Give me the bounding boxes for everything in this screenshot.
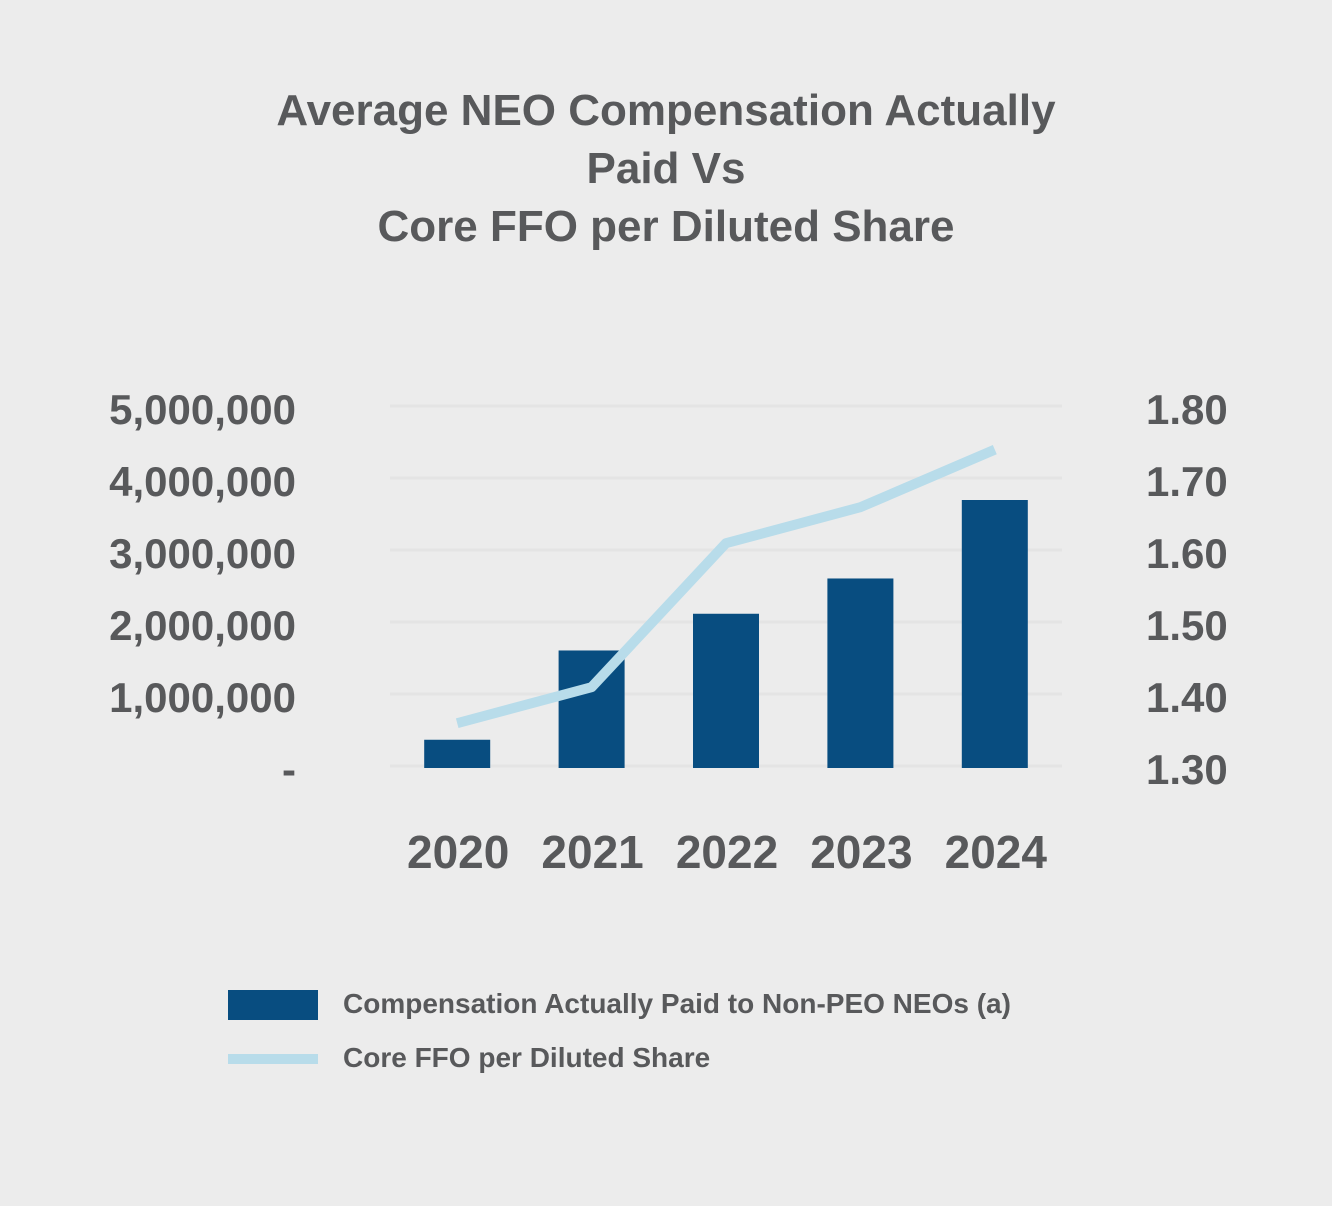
combo-chart: - 1,000,000 2,000,000 3,000,000 4,000,000 5,0… [109,386,1228,878]
left-tick-label: 2,000,000 [109,602,296,649]
right-tick-label: 1.80 [1146,386,1228,433]
x-tick-label: 2024 [945,826,1048,878]
line-series [455,445,997,729]
chart-title-line-1: Average NEO Compensation Actually [276,86,1056,135]
right-tick-label: 1.50 [1146,602,1228,649]
bar-2022[interactable] [693,613,759,768]
right-tick-label: 1.60 [1146,530,1228,577]
bar-2023[interactable] [827,578,894,768]
left-tick-label: 5,000,000 [109,386,296,433]
x-tick-label: 2020 [407,826,509,878]
x-tick-label: 2023 [810,826,912,878]
left-tick-label: 3,000,000 [109,530,296,577]
chart-title: Average NEO Compensation Actually Paid V… [0,82,1332,256]
right-tick-label: 1.30 [1146,746,1228,793]
left-axis: - 1,000,000 2,000,000 3,000,000 4,000,000 5,0… [109,386,296,793]
x-tick-label: 2021 [541,826,643,878]
chart-title-line-3: Core FFO per Diluted Share [377,202,955,251]
legend-line-swatch [228,1054,318,1064]
left-tick-label: - [282,746,296,793]
right-tick-label: 1.70 [1146,458,1228,505]
right-tick-label: 1.40 [1146,674,1228,721]
x-axis: 2020 2021 2022 2023 2024 [407,826,1047,878]
x-tick-label: 2022 [676,826,778,878]
bars [424,500,1028,768]
legend-bar-swatch [228,990,318,1020]
legend-label-bars: Compensation Actually Paid to Non-PEO NE… [343,988,1011,1019]
legend-label-line: Core FFO per Diluted Share [343,1042,711,1073]
bar-2020[interactable] [424,739,491,768]
chart-title-line-2: Paid Vs [586,144,746,193]
bar-2024[interactable] [961,500,1028,768]
right-axis: 1.30 1.40 1.50 1.60 1.70 1.80 [1146,386,1228,793]
left-tick-label: 1,000,000 [109,674,296,721]
left-tick-label: 4,000,000 [109,458,296,505]
